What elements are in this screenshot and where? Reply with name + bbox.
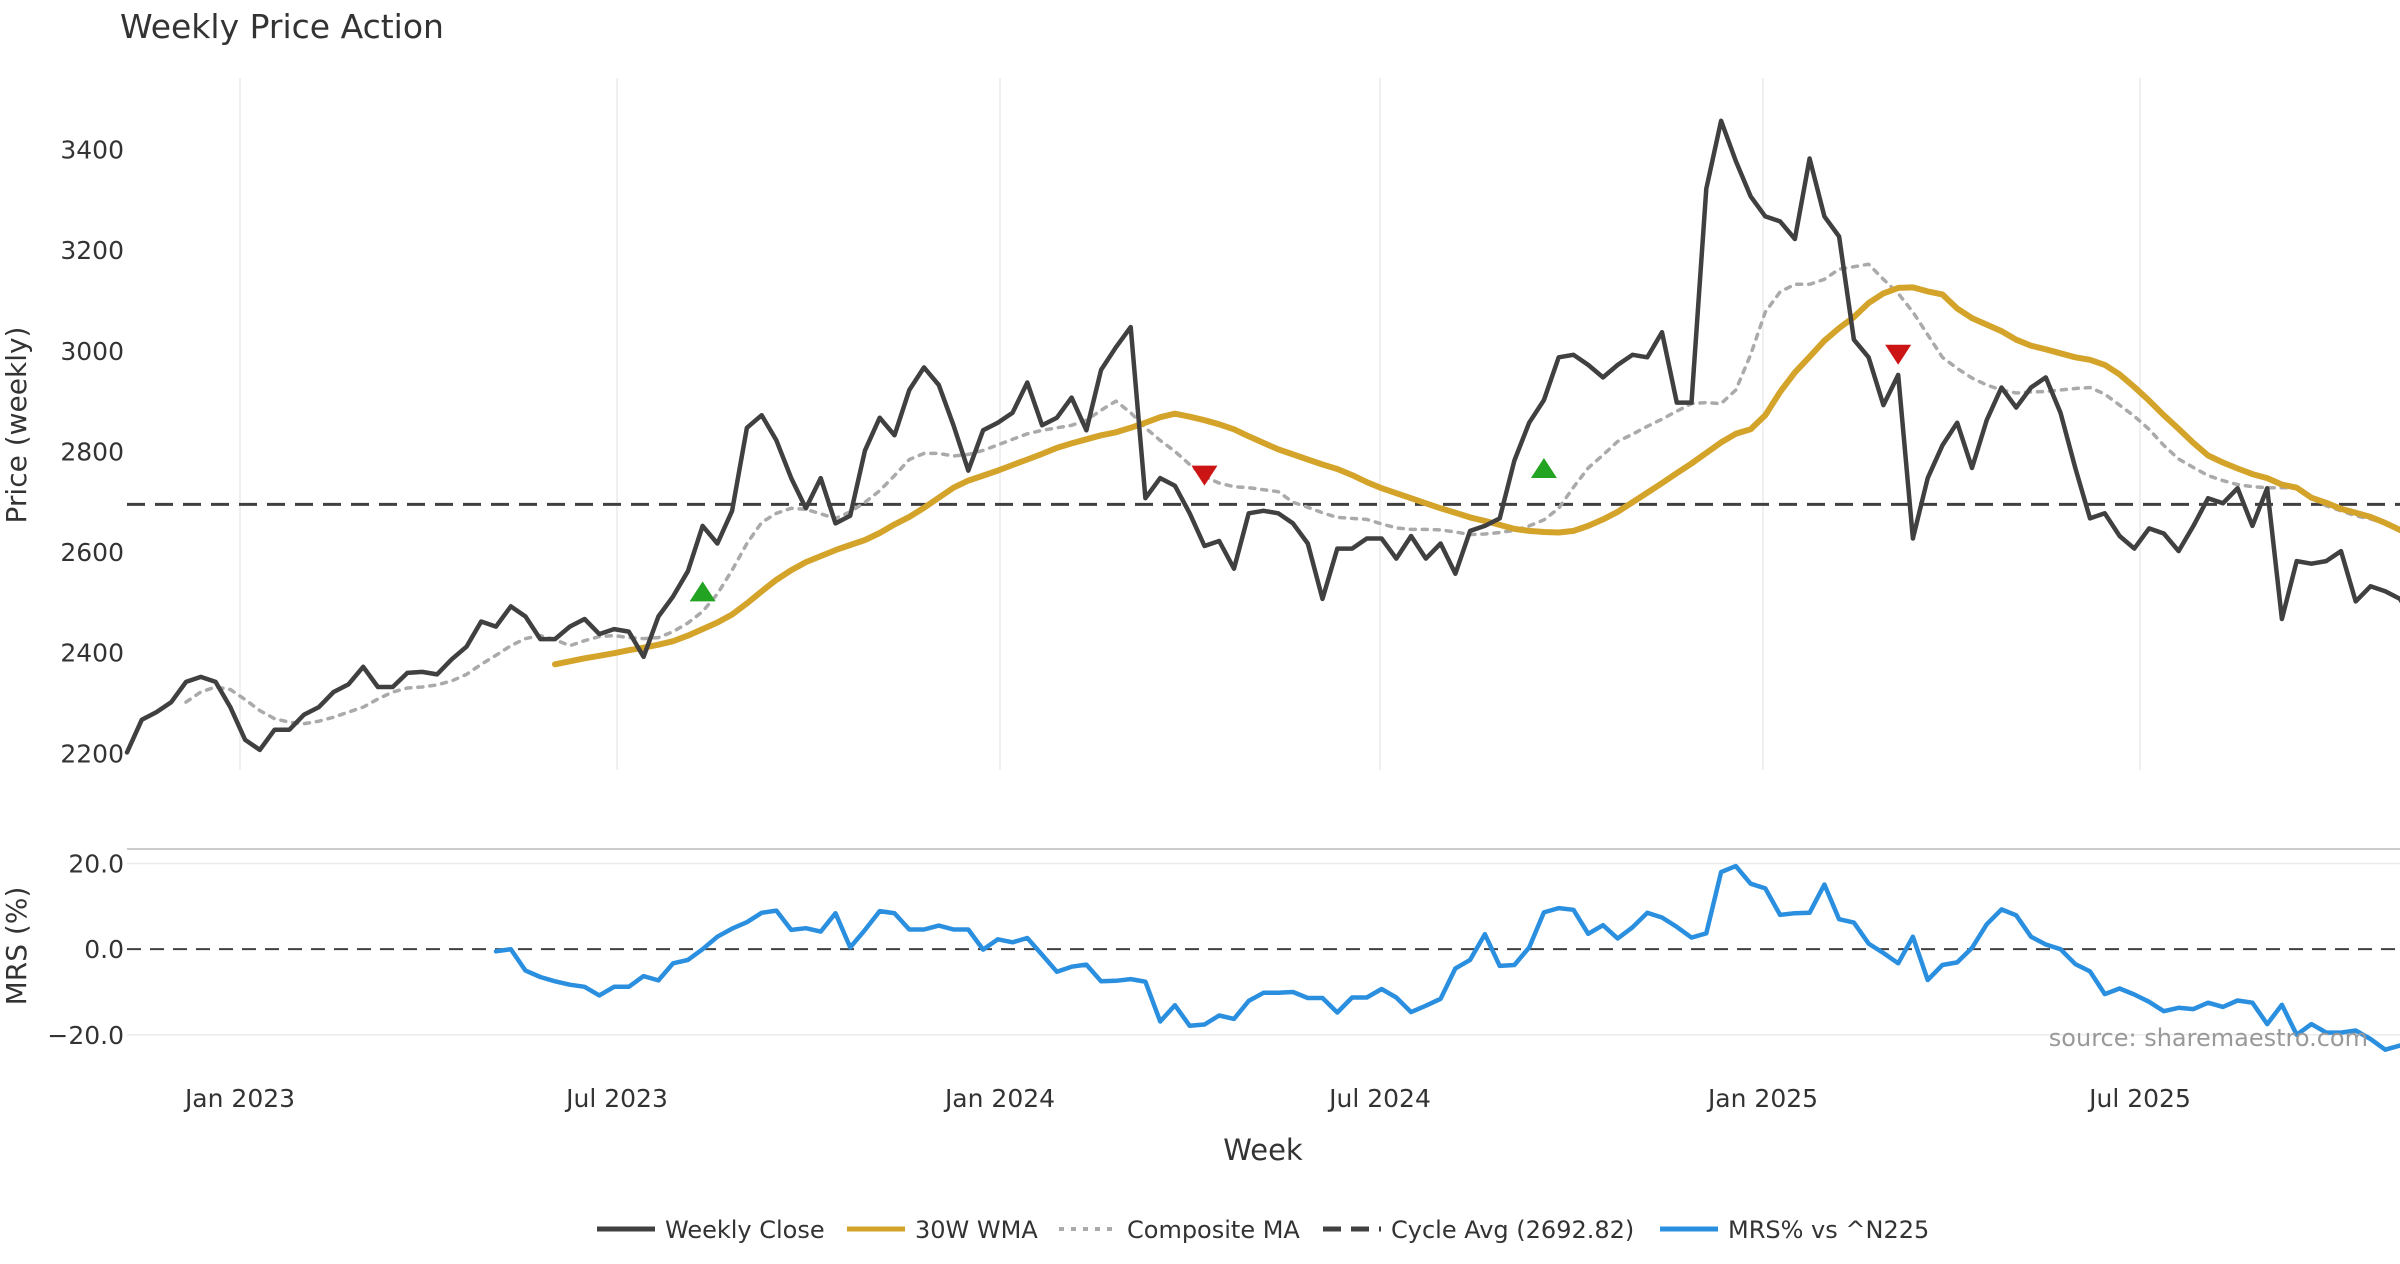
price-y-tick-2600: 2600 bbox=[60, 538, 124, 567]
price-y-tick-2200: 2200 bbox=[60, 739, 124, 768]
x-tick-jul-2023: Jul 2023 bbox=[564, 1084, 668, 1113]
mrs-y-tick-labels: 20.0 0.0 −20.0 bbox=[47, 850, 124, 1050]
signal-markers bbox=[689, 344, 1912, 602]
legend-label-30w-wma: 30W WMA bbox=[915, 1216, 1038, 1244]
series-mrs-vs-n225 bbox=[493, 863, 2400, 1052]
x-tick-jan-2025: Jan 2025 bbox=[1706, 1084, 1818, 1113]
legend-item-composite-ma: Composite MA bbox=[1059, 1216, 1300, 1244]
series-30w-wma bbox=[552, 284, 2400, 668]
legend: Weekly Close 30W WMA Composite MA Cycle Avg… bbox=[597, 1216, 1929, 1244]
mrs-panel-grid bbox=[127, 862, 2400, 1036]
mrs-y-tick-2: −20.0 bbox=[47, 1021, 124, 1050]
x-tick-jan-2023: Jan 2023 bbox=[183, 1084, 295, 1113]
mrs-y-tick-0: 20.0 bbox=[68, 850, 124, 879]
legend-label-composite-ma: Composite MA bbox=[1127, 1216, 1300, 1244]
buy-signal-marker-2 bbox=[1530, 458, 1557, 479]
legend-label-weekly-close: Weekly Close bbox=[665, 1216, 825, 1244]
price-y-axis-label: Price (weekly) bbox=[0, 327, 33, 524]
legend-label-cycle-avg-2692-82: Cycle Avg (2692.82) bbox=[1391, 1216, 1634, 1244]
price-y-tick-labels: 2200 2400 2600 2800 3000 3200 3400 bbox=[60, 135, 124, 768]
x-tick-labels: Jan 2023 Jul 2023 Jan 2024 Jul 2024 Jan 2025… bbox=[183, 1084, 2191, 1113]
price-y-tick-3400: 3400 bbox=[60, 135, 124, 164]
x-tick-jan-2024: Jan 2024 bbox=[943, 1084, 1055, 1113]
series-composite-ma bbox=[184, 262, 2400, 726]
legend-item-cycle-avg-2692-82: Cycle Avg (2692.82) bbox=[1323, 1216, 1634, 1244]
sell-signal-marker-3 bbox=[1885, 344, 1912, 365]
sell-signal-marker-1 bbox=[1191, 465, 1218, 486]
source-note: source: sharemaestro.com bbox=[2049, 1024, 2368, 1052]
x-tick-jul-2024: Jul 2024 bbox=[1327, 1084, 1431, 1113]
series-weekly-close bbox=[124, 118, 2400, 755]
price-y-tick-2400: 2400 bbox=[60, 639, 124, 668]
price-y-tick-3000: 3000 bbox=[60, 337, 124, 366]
buy-signal-marker-0 bbox=[689, 581, 716, 602]
x-axis-label: Week bbox=[1223, 1133, 1303, 1167]
chart-title: Weekly Price Action bbox=[120, 7, 444, 46]
price-series-group bbox=[124, 118, 2400, 755]
mrs-y-axis-label: MRS (%) bbox=[0, 887, 33, 1006]
legend-item-30w-wma: 30W WMA bbox=[847, 1216, 1038, 1244]
legend-item-mrs-vs-n225: MRS% vs ^N225 bbox=[1660, 1216, 1929, 1244]
price-y-tick-2800: 2800 bbox=[60, 437, 124, 466]
legend-label-mrs-vs-n225: MRS% vs ^N225 bbox=[1728, 1216, 1929, 1244]
legend-item-weekly-close: Weekly Close bbox=[597, 1216, 825, 1244]
price-y-tick-3200: 3200 bbox=[60, 236, 124, 265]
x-tick-jul-2025: Jul 2025 bbox=[2087, 1084, 2191, 1113]
price-panel-grid bbox=[239, 78, 2141, 770]
mrs-series-group bbox=[493, 863, 2400, 1052]
mrs-y-tick-1: 0.0 bbox=[84, 935, 124, 964]
